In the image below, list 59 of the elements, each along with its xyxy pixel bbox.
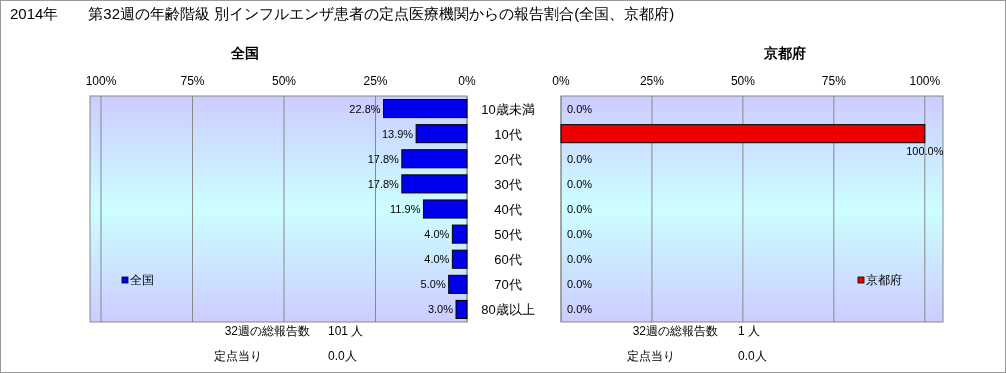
data-label: 0.0% (567, 152, 593, 165)
text: 0.0人 (328, 349, 357, 363)
bar (448, 274, 468, 294)
text: 32週の総報告数 (632, 324, 718, 338)
y-tick-label: 10代 (494, 126, 522, 142)
bar (383, 99, 468, 119)
data-label: 0.0% (567, 228, 593, 241)
legend-label: 京都府 (866, 273, 902, 287)
data-label: 22.8% (349, 102, 381, 115)
y-tick-label: 70代 (494, 277, 522, 293)
data-label: 3.0% (427, 303, 454, 316)
y-tick-label: 60代 (494, 252, 522, 268)
data-label: 17.8% (367, 152, 400, 165)
x-tick-label: 50% (730, 74, 756, 88)
data-label: 17.8% (367, 177, 400, 190)
x-tick-label: 0% (458, 74, 476, 88)
y-tick-label: 40代 (494, 202, 522, 217)
x-tick-label: 100% (85, 74, 117, 88)
y-tick-label: 10歳未満 (481, 101, 535, 117)
data-label: 0.0% (567, 177, 593, 190)
text: 0.0人 (738, 349, 767, 363)
text: 32週の総報告数 (224, 324, 310, 338)
data-label: 0.0% (567, 303, 593, 316)
text: 定点当り (627, 349, 675, 363)
y-tick-label: 50代 (494, 227, 522, 243)
y-tick-label: 30代 (494, 176, 522, 192)
bar (451, 224, 468, 244)
y-tick-label: 80歳以上 (481, 302, 535, 318)
data-label: 0.0% (567, 253, 593, 266)
chart-subtitle: 京都府 (763, 45, 806, 61)
bar (455, 299, 468, 319)
data-label: 4.0% (424, 228, 450, 241)
bar (401, 149, 468, 169)
bar (415, 124, 468, 144)
bar (451, 249, 468, 269)
x-tick-label: 100% (909, 74, 941, 88)
chart-title: 2014年 第32週の年齢階級 別インフルエンザ患者の定点医療機関からの報告割合(全国、京都府) (10, 5, 675, 22)
text: 101 人 (328, 324, 364, 338)
x-tick-label: 50% (271, 74, 297, 88)
data-label: 0.0% (567, 203, 593, 215)
data-label: 0.0% (567, 278, 593, 291)
data-label: 11.9% (390, 203, 421, 215)
legend-label: 全国 (130, 273, 154, 287)
x-tick-label: 25% (639, 74, 665, 88)
x-tick-label: 25% (363, 74, 388, 88)
text: 定点当り (214, 349, 262, 363)
y-tick-label: 20代 (494, 151, 522, 167)
chart-subtitle: 全国 (230, 45, 259, 61)
x-tick-label: 75% (821, 74, 847, 88)
text: 1 人 (738, 324, 761, 338)
data-label: 4.0% (424, 253, 450, 266)
data-label: 13.9% (381, 127, 414, 140)
x-tick-label: 0% (552, 74, 570, 88)
data-label: 0.0% (567, 102, 593, 115)
bar (422, 199, 468, 219)
data-label: 100.0% (906, 144, 944, 157)
data-label: 5.0% (420, 278, 446, 291)
bar (401, 174, 468, 194)
x-tick-label: 75% (180, 74, 205, 88)
